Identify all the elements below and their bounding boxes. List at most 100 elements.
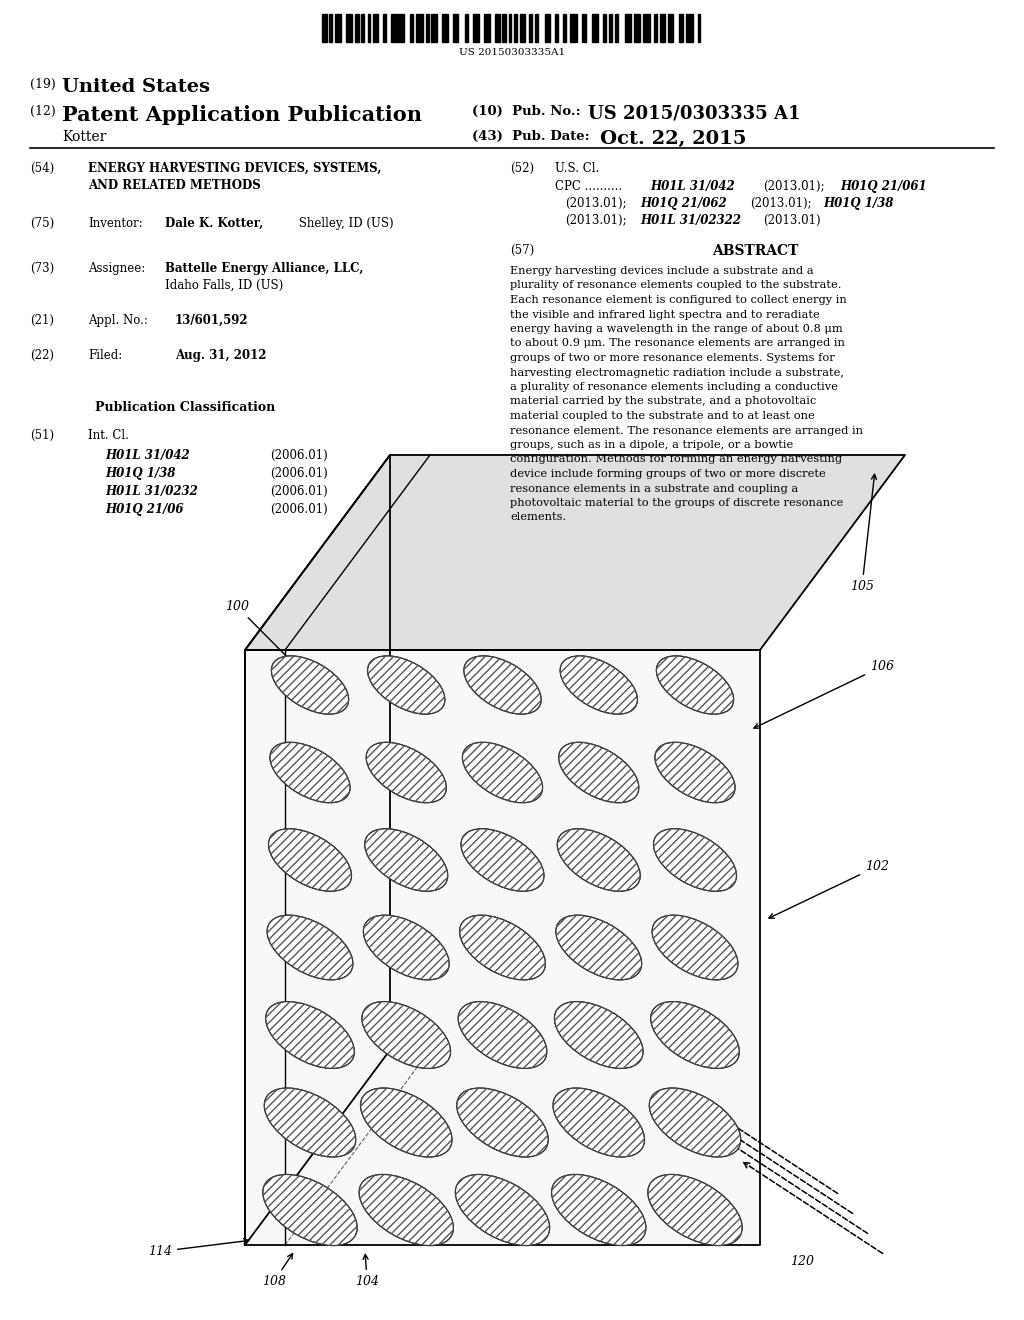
Ellipse shape [655, 742, 735, 803]
Text: (2013.01);: (2013.01); [763, 180, 824, 193]
Text: H01L 31/02322: H01L 31/02322 [640, 214, 741, 227]
Bar [346, 15, 352, 42]
Text: plurality of resonance elements coupled to the substrate.: plurality of resonance elements coupled … [510, 281, 842, 290]
Text: (2013.01);: (2013.01); [565, 197, 627, 210]
Ellipse shape [361, 1002, 451, 1068]
Ellipse shape [360, 1088, 452, 1158]
Bar [369, 15, 371, 42]
Ellipse shape [271, 656, 348, 714]
Ellipse shape [265, 1002, 354, 1068]
Ellipse shape [552, 1175, 646, 1246]
Bar [545, 15, 550, 42]
Text: (75): (75) [30, 216, 54, 230]
Text: (52): (52) [510, 162, 535, 176]
Ellipse shape [557, 829, 640, 891]
Text: 108: 108 [262, 1254, 293, 1288]
Ellipse shape [463, 742, 543, 803]
Polygon shape [245, 455, 905, 649]
Ellipse shape [457, 1088, 548, 1158]
Text: Inventor:: Inventor: [88, 216, 142, 230]
Text: Idaho Falls, ID (US): Idaho Falls, ID (US) [165, 279, 284, 292]
Bar [514, 15, 516, 42]
Ellipse shape [365, 829, 447, 891]
Text: (2006.01): (2006.01) [270, 484, 328, 498]
Text: 100: 100 [225, 601, 307, 677]
Text: Battelle Energy Alliance, LLC,: Battelle Energy Alliance, LLC, [165, 261, 364, 275]
Bar [484, 15, 490, 42]
Text: (2013.01);: (2013.01); [750, 197, 812, 210]
Text: (22): (22) [30, 348, 54, 362]
Text: Publication Classification: Publication Classification [95, 401, 275, 414]
Ellipse shape [554, 1002, 643, 1068]
Text: H01Q 21/062: H01Q 21/062 [640, 197, 727, 210]
Text: US 20150303335A1: US 20150303335A1 [459, 48, 565, 57]
Text: ENERGY HARVESTING DEVICES, SYSTEMS,: ENERGY HARVESTING DEVICES, SYSTEMS, [88, 162, 381, 176]
Bar [608, 15, 612, 42]
Text: Shelley, ID (US): Shelley, ID (US) [295, 216, 393, 230]
Text: (51): (51) [30, 429, 54, 442]
Ellipse shape [263, 1175, 357, 1246]
Text: H01Q 1/38: H01Q 1/38 [823, 197, 893, 210]
Text: Int. Cl.: Int. Cl. [88, 429, 129, 442]
Text: material carried by the substrate, and a photovoltaic: material carried by the substrate, and a… [510, 396, 816, 407]
Ellipse shape [460, 915, 546, 979]
Text: H01Q 21/06: H01Q 21/06 [105, 503, 183, 516]
Text: (12): (12) [30, 106, 55, 117]
Bar [625, 15, 631, 42]
Text: (19): (19) [30, 78, 55, 91]
Text: groups, such as in a dipole, a tripole, or a bowtie: groups, such as in a dipole, a tripole, … [510, 440, 794, 450]
Text: Kotter: Kotter [62, 129, 106, 144]
Text: H01Q 21/061: H01Q 21/061 [840, 180, 927, 193]
Text: configuration. Methods for forming an energy harvesting: configuration. Methods for forming an en… [510, 454, 842, 465]
Polygon shape [245, 649, 760, 1245]
Ellipse shape [264, 1088, 355, 1158]
Bar [335, 15, 341, 42]
Bar [569, 15, 577, 42]
Bar [679, 15, 683, 42]
Text: 106: 106 [754, 660, 894, 729]
Ellipse shape [359, 1175, 454, 1246]
Ellipse shape [559, 742, 639, 803]
Bar [431, 15, 437, 42]
Text: (2013.01);: (2013.01); [565, 214, 627, 227]
Polygon shape [245, 455, 390, 1245]
Bar [528, 15, 532, 42]
Text: groups of two or more resonance elements. Systems for: groups of two or more resonance elements… [510, 352, 835, 363]
Ellipse shape [270, 742, 350, 803]
Text: Assignee:: Assignee: [88, 261, 145, 275]
Text: U.S. Cl.: U.S. Cl. [555, 162, 599, 176]
Text: energy having a wavelength in the range of about 0.8 μm: energy having a wavelength in the range … [510, 323, 843, 334]
Text: (57): (57) [510, 244, 535, 257]
Ellipse shape [556, 915, 642, 979]
Bar [615, 15, 618, 42]
Text: 114: 114 [148, 1238, 249, 1258]
Text: Oct. 22, 2015: Oct. 22, 2015 [600, 129, 746, 148]
Text: Filed:: Filed: [88, 348, 122, 362]
Text: harvesting electromagnetic radiation include a substrate,: harvesting electromagnetic radiation inc… [510, 367, 844, 378]
Bar [563, 15, 566, 42]
Text: 102: 102 [769, 861, 889, 919]
Bar [582, 15, 587, 42]
Bar [454, 15, 458, 42]
Ellipse shape [464, 656, 541, 714]
Bar [410, 15, 414, 42]
Text: H01L 31/042: H01L 31/042 [650, 180, 734, 193]
Ellipse shape [268, 829, 351, 891]
Text: Each resonance element is configured to collect energy in: Each resonance element is configured to … [510, 294, 847, 305]
Ellipse shape [652, 915, 738, 979]
Text: the visible and infrared light spectra and to reradiate: the visible and infrared light spectra a… [510, 309, 820, 319]
Text: photovoltaic material to the groups of discrete resonance: photovoltaic material to the groups of d… [510, 498, 843, 508]
Text: Dale K. Kotter,: Dale K. Kotter, [165, 216, 263, 230]
Bar [669, 15, 673, 42]
Text: US 2015/0303335 A1: US 2015/0303335 A1 [588, 106, 801, 123]
Text: 120: 120 [790, 1255, 814, 1269]
Bar [503, 15, 506, 42]
Ellipse shape [656, 656, 733, 714]
Bar [329, 15, 333, 42]
Ellipse shape [367, 742, 446, 803]
Bar [390, 15, 396, 42]
Text: AND RELATED METHODS: AND RELATED METHODS [88, 180, 261, 191]
Bar [509, 15, 511, 42]
Text: resonance elements in a substrate and coupling a: resonance elements in a substrate and co… [510, 483, 799, 494]
Text: resonance element. The resonance elements are arranged in: resonance element. The resonance element… [510, 425, 863, 436]
